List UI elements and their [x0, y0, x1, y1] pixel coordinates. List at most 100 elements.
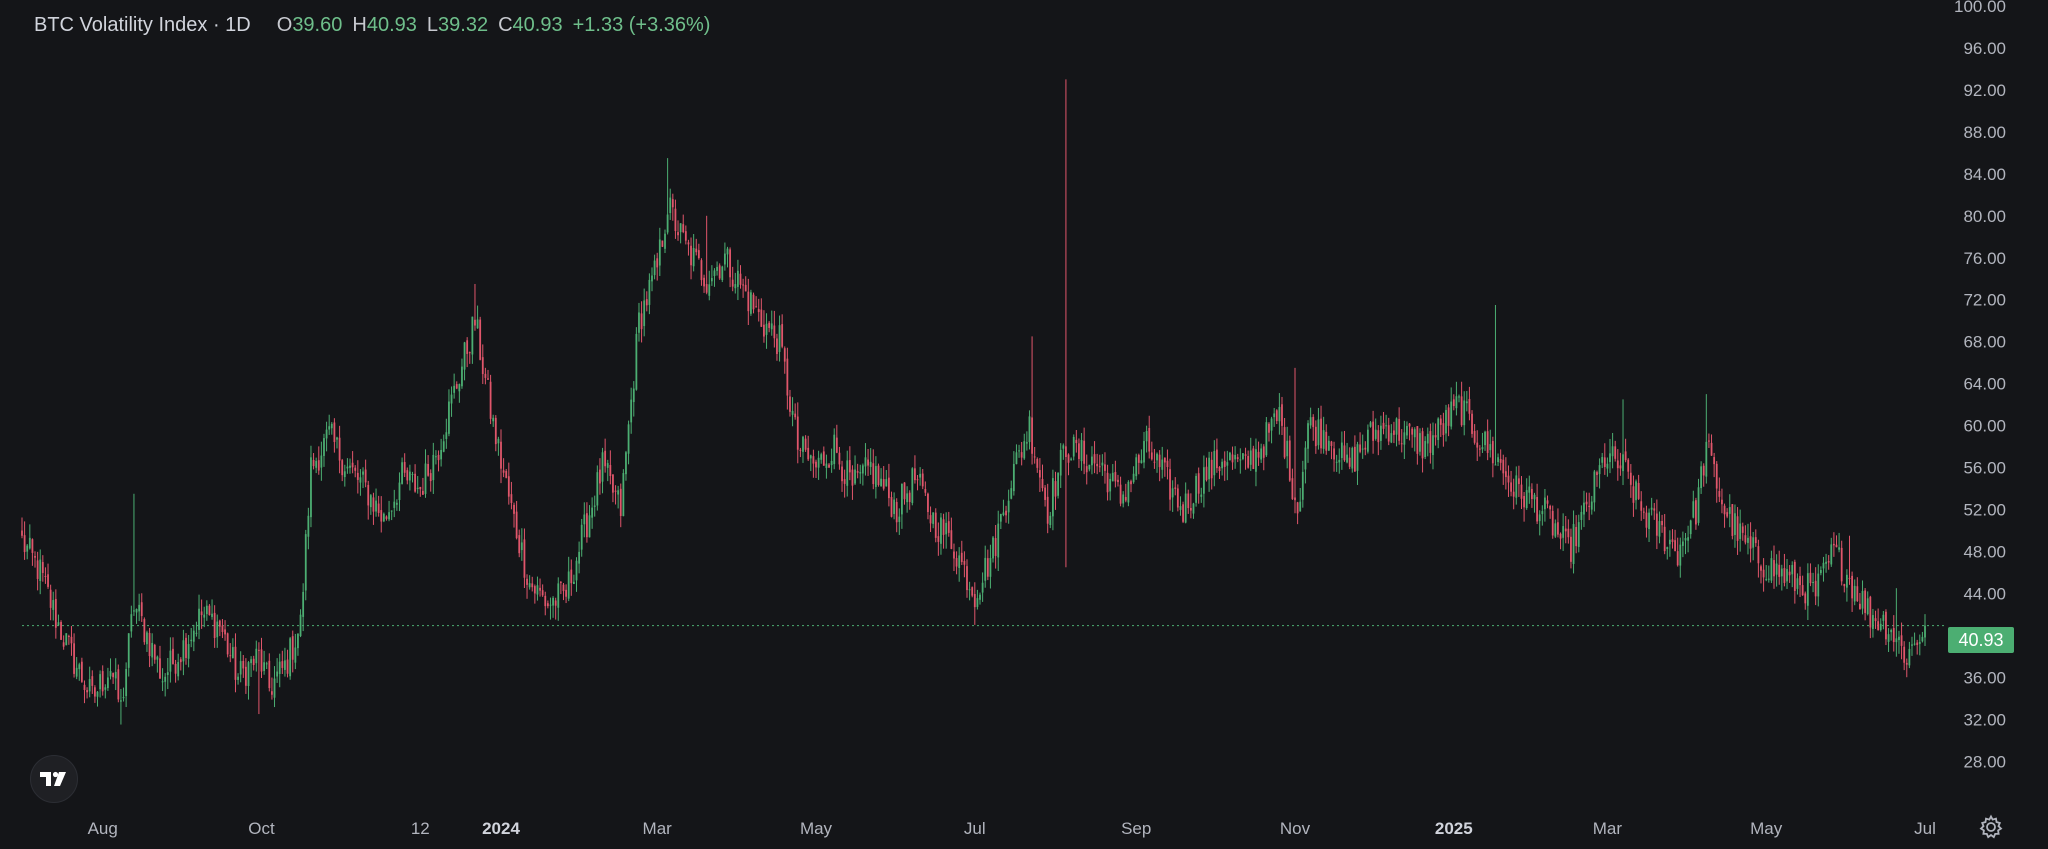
candle-body	[1083, 440, 1086, 464]
candle-body	[41, 562, 44, 573]
candle-body	[867, 459, 869, 466]
candle-body	[1208, 457, 1210, 480]
candle-body	[731, 279, 734, 287]
candle-body	[1307, 423, 1309, 449]
candle-body	[1109, 478, 1112, 492]
candle-body	[1025, 442, 1028, 444]
candle-body	[1541, 511, 1544, 515]
candle-body	[1590, 501, 1593, 510]
candle-body	[54, 598, 57, 628]
candle-body	[455, 384, 458, 389]
candle-body	[989, 558, 992, 577]
candle-body	[643, 300, 646, 327]
candle-body	[1879, 623, 1882, 631]
candle-body	[1231, 454, 1234, 463]
x-tick-label: 2025	[1435, 819, 1473, 838]
candle-body	[984, 557, 987, 581]
candle-body	[559, 581, 562, 583]
candle-body	[479, 319, 482, 360]
candle-body	[474, 319, 476, 326]
candle-body	[281, 661, 284, 668]
tradingview-logo-glyph	[40, 771, 66, 786]
candle-body	[1481, 447, 1484, 450]
candle-body	[1619, 465, 1622, 469]
candle-body	[1393, 430, 1395, 435]
candle-body	[591, 507, 594, 518]
candle-body	[1760, 566, 1762, 571]
candle-body	[864, 457, 867, 467]
candle-body	[992, 537, 994, 559]
candle-body	[807, 447, 810, 460]
candle-body	[958, 555, 961, 568]
x-tick-label: Mar	[1593, 819, 1623, 838]
candle-body	[429, 473, 432, 482]
candle-body	[1588, 505, 1591, 507]
candle-body	[182, 640, 185, 662]
candle-body	[203, 614, 206, 618]
candle-body	[1890, 629, 1893, 633]
price-axis[interactable]: 100.00 96.00 92.00 88.00 84.00 80.00 76.00 72.0…	[1954, 0, 2006, 771]
candle-body	[1195, 475, 1197, 503]
candle-body	[49, 589, 52, 608]
candle-body	[310, 457, 312, 518]
candle-body	[981, 582, 984, 593]
candle-body	[851, 469, 854, 486]
candle-body	[1395, 418, 1398, 435]
candle-body	[1374, 429, 1377, 439]
candle-body	[1835, 544, 1838, 548]
candle-body	[679, 223, 682, 233]
candle-body	[848, 460, 851, 473]
candle-body	[1783, 568, 1786, 583]
candle-body	[1377, 430, 1380, 443]
candle-body	[1793, 561, 1796, 591]
candle-body	[893, 499, 895, 514]
candle-body	[312, 460, 315, 467]
candle-body	[1398, 418, 1401, 441]
candle-body	[1843, 584, 1846, 587]
candle-body	[414, 473, 416, 492]
candle-body	[630, 399, 633, 423]
candle-body	[822, 451, 825, 466]
gear-icon[interactable]	[1978, 814, 2004, 840]
candle-body	[747, 291, 750, 312]
candle-body	[1752, 537, 1755, 548]
candle-body	[325, 429, 328, 439]
y-tick-label: 68.00	[1963, 333, 2006, 352]
candle-body	[1580, 511, 1583, 520]
candle-body	[73, 643, 75, 674]
candle-body	[760, 309, 763, 327]
candle-body	[1791, 565, 1794, 575]
candle-body	[1301, 471, 1304, 500]
candle-body	[1455, 396, 1458, 409]
candle-body	[1780, 568, 1783, 577]
candle-body	[117, 669, 120, 700]
candle-body	[1075, 439, 1078, 444]
candle-body	[1713, 457, 1716, 465]
candle-body	[783, 348, 786, 362]
candle-body	[1523, 496, 1525, 508]
time-axis[interactable]: Aug Oct 12 2024 Mar May Jul Sep Nov 2025 Mar May Jul	[88, 819, 1936, 838]
candle-body	[229, 655, 232, 657]
x-tick-label: Jul	[1914, 819, 1936, 838]
candle-body	[1044, 487, 1046, 500]
candle-body	[1411, 428, 1414, 435]
candle-body	[1814, 580, 1817, 597]
candle-body	[973, 594, 976, 608]
candle-body	[1406, 425, 1408, 436]
candle-body	[1296, 502, 1299, 514]
candle-body	[291, 636, 294, 660]
candle-body	[1817, 573, 1820, 597]
chart-legend: BTC Volatility Index · 1D O 39.60 H 40.9…	[34, 14, 720, 37]
candle-body	[304, 534, 307, 591]
candle-body	[1710, 442, 1713, 456]
candle-body	[695, 248, 698, 253]
candle-body	[1739, 523, 1742, 539]
candle-body	[1510, 482, 1512, 492]
candle-body	[166, 672, 169, 675]
candle-body	[1629, 472, 1632, 485]
candle-body	[1471, 413, 1473, 434]
symbol-title[interactable]: BTC Volatility Index · 1D	[34, 14, 251, 36]
tradingview-logo-icon[interactable]	[30, 755, 78, 803]
candle-body	[252, 658, 255, 666]
